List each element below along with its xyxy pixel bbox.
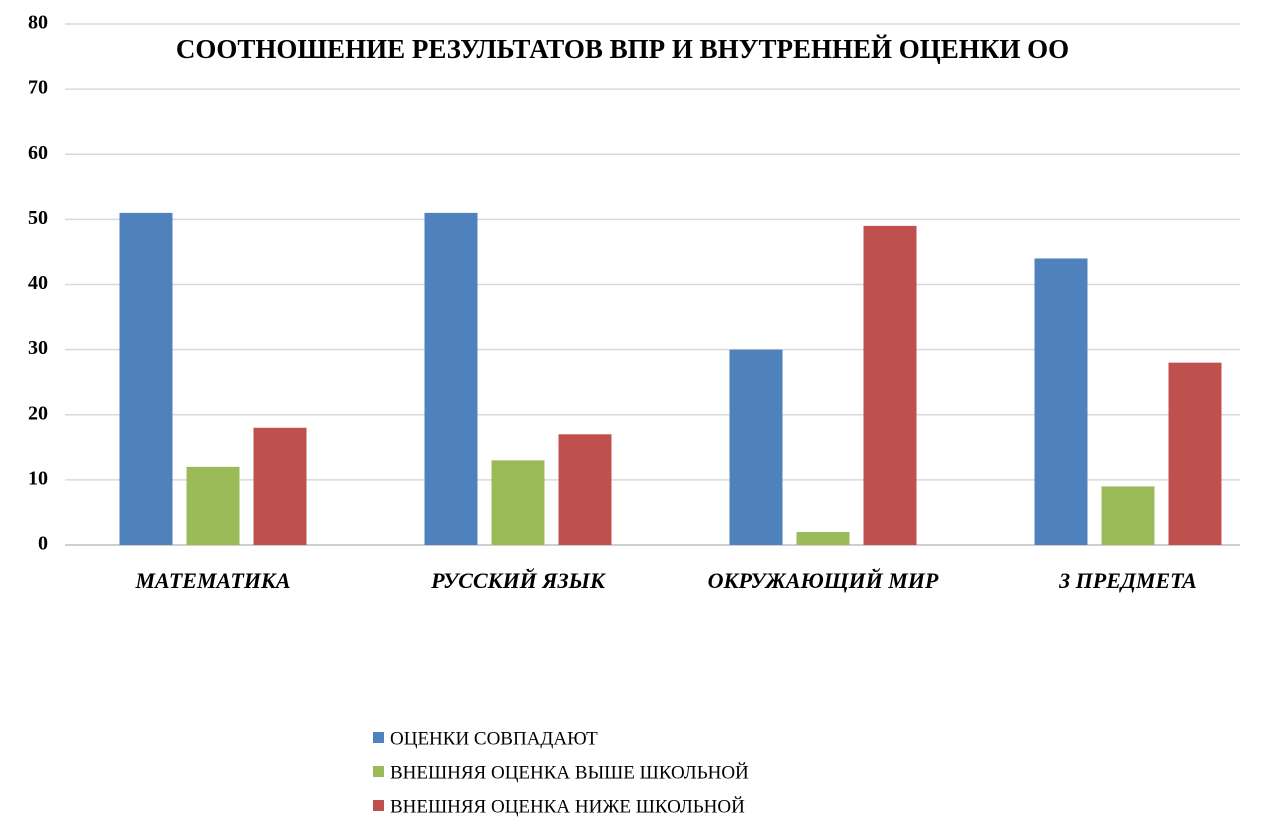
legend-swatch (373, 766, 384, 777)
legend-label: ВНЕШНЯЯ ОЦЕНКА ВЫШЕ ШКОЛЬНОЙ (390, 762, 749, 783)
y-tick-label: 80 (28, 12, 48, 34)
y-tick-label: 0 (38, 533, 48, 555)
bar (424, 212, 478, 546)
bar (491, 460, 545, 545)
bar (1101, 486, 1155, 545)
bar (863, 225, 917, 545)
bar (729, 349, 783, 545)
x-tick-label: 3 ПРЕДМЕТА (1059, 568, 1197, 593)
y-tick-label: 70 (28, 77, 48, 99)
legend-label: ВНЕШНЯЯ ОЦЕНКА НИЖЕ ШКОЛЬНОЙ (390, 796, 745, 817)
y-tick-label: 40 (28, 272, 48, 294)
bar (253, 427, 307, 545)
y-tick-label: 60 (28, 142, 48, 164)
y-tick-label: 30 (28, 337, 48, 359)
chart-title: СООТНОШЕНИЕ РЕЗУЛЬТАТОВ ВПР И ВНУТРЕННЕЙ… (175, 34, 1070, 64)
x-tick-label: МАТЕМАТИКА (135, 568, 291, 593)
y-tick-label: 20 (28, 402, 48, 424)
y-tick-label: 10 (28, 467, 48, 489)
bar (186, 466, 240, 545)
legend-swatch (373, 732, 384, 743)
legend-swatch (373, 800, 384, 811)
x-tick-label: ОКРУЖАЮЩИЙ МИР (707, 568, 939, 593)
bar (796, 531, 850, 545)
bar (558, 434, 612, 545)
bar (1034, 258, 1088, 545)
y-tick-label: 50 (28, 207, 48, 229)
x-tick-label: РУССКИЙ ЯЗЫК (431, 568, 605, 593)
bar (1168, 362, 1222, 545)
legend-label: ОЦЕНКИ СОВПАДАЮТ (390, 728, 598, 749)
bar (119, 212, 173, 546)
